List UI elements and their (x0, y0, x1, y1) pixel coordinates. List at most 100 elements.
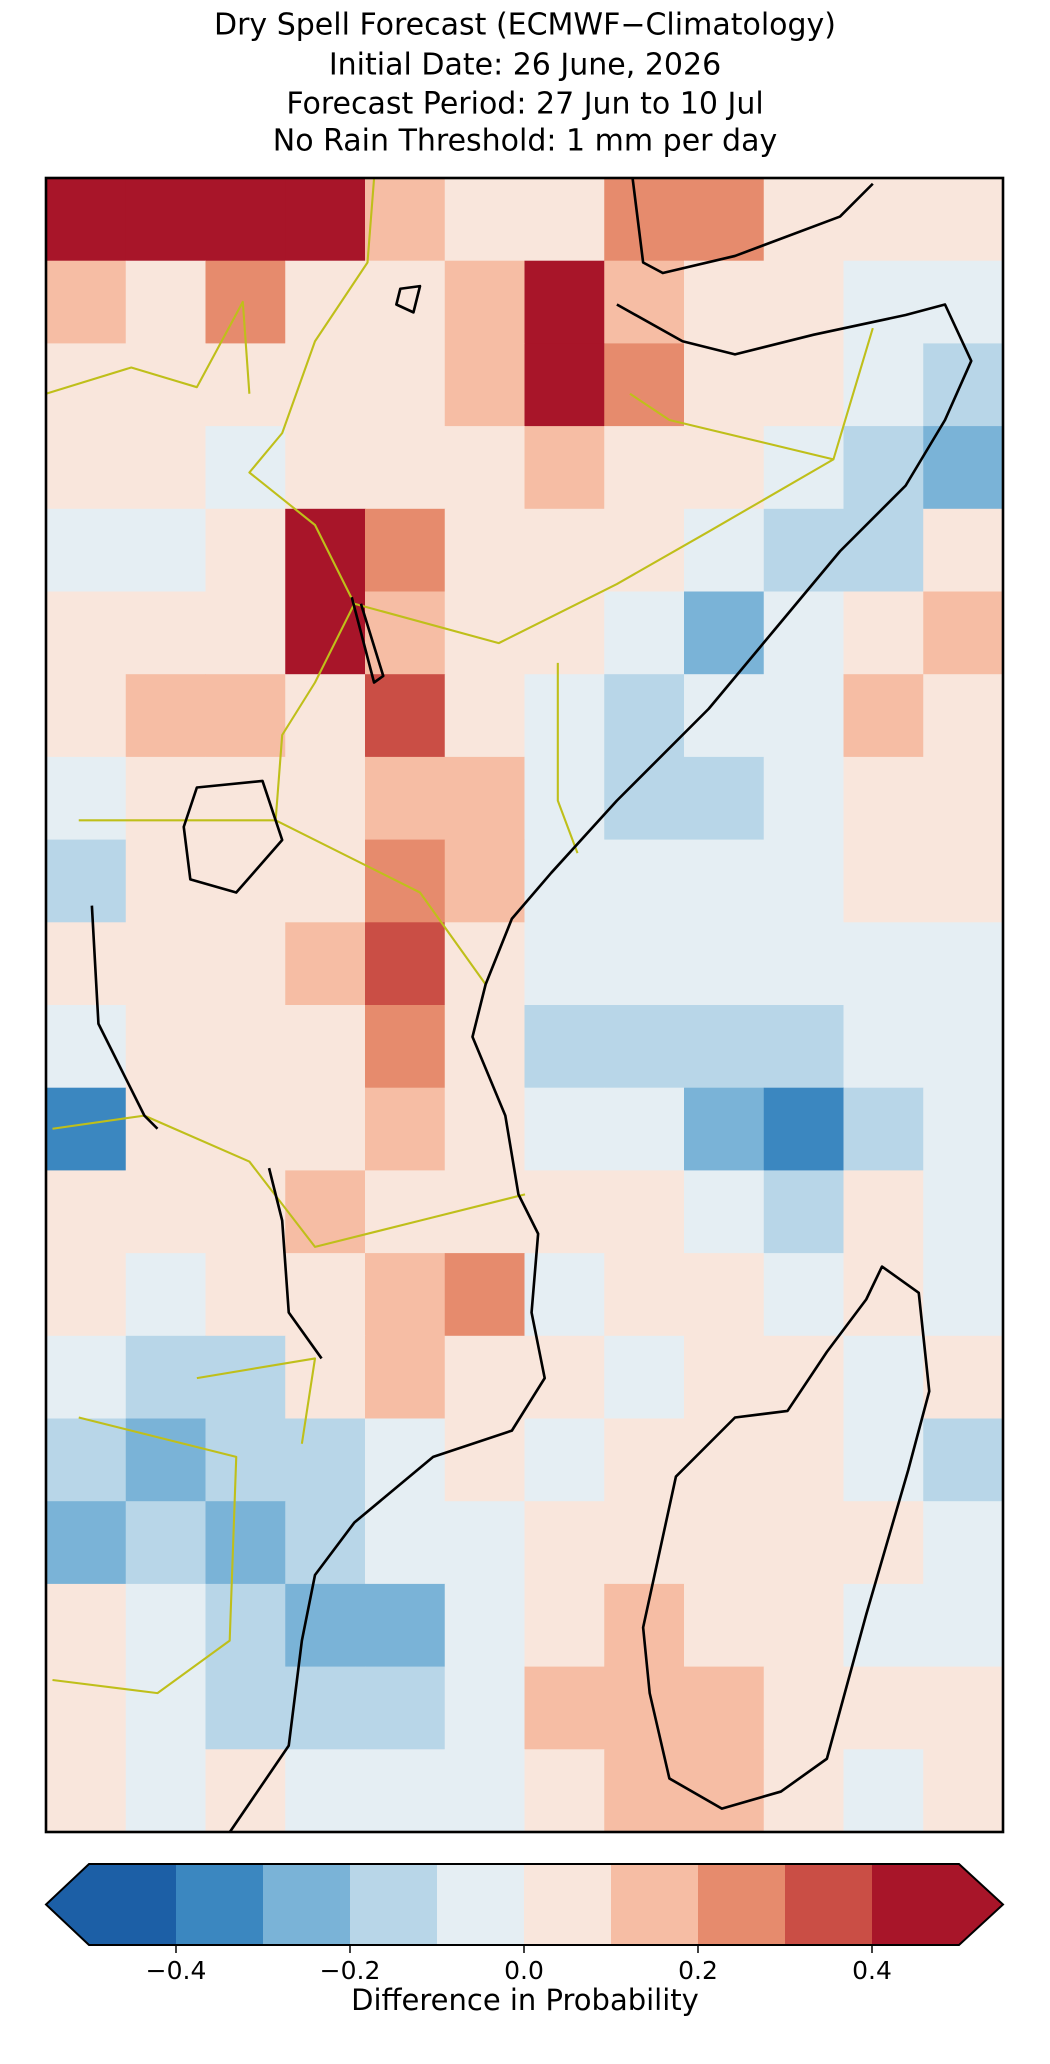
grid-cell (46, 343, 127, 427)
grid-cell (923, 839, 1004, 923)
grid-cell (205, 178, 286, 262)
grid-cell (365, 1749, 446, 1833)
grid-cell (524, 1418, 605, 1502)
grid-cell (684, 1666, 765, 1750)
colorbar-swatch (698, 1864, 786, 1945)
colorbar-tick-label: 0.0 (504, 1956, 544, 1985)
borders (45, 178, 874, 1695)
grid-cell (365, 343, 446, 427)
grid-cell (125, 1253, 206, 1337)
grid-cell (604, 674, 685, 758)
grid-cell (365, 1501, 446, 1585)
grid-cell (524, 178, 605, 262)
grid-cell (763, 591, 844, 675)
grid-cell (285, 1005, 366, 1089)
grid-cell (444, 178, 525, 262)
grid-cell (923, 1749, 1004, 1833)
grid-cell (285, 426, 366, 510)
title-line: Dry Spell Forecast (ECMWF−Climatology) (214, 8, 836, 43)
grid-cell (604, 1253, 685, 1337)
grid-cell (365, 260, 446, 344)
grid-cell (365, 591, 446, 675)
grid-cell (365, 1335, 446, 1419)
colorbar-swatch (524, 1864, 612, 1945)
grid-cell (763, 839, 844, 923)
title-line: Initial Date: 26 June, 2026 (329, 48, 721, 83)
title-line: No Rain Threshold: 1 mm per day (273, 124, 777, 159)
grid-cell (285, 1749, 366, 1833)
grid-cell (843, 674, 924, 758)
grid-cell (763, 1005, 844, 1089)
grid-cell (684, 260, 765, 344)
grid-cell (205, 1666, 286, 1750)
grid-cell (125, 1335, 206, 1419)
grid-cell (285, 1583, 366, 1668)
grid-cell (684, 1253, 765, 1337)
grid-cell (684, 674, 765, 758)
grid-cell (763, 1666, 844, 1750)
grid-cell (843, 508, 924, 592)
grid-cell (923, 1253, 1004, 1337)
grid-cell (365, 1666, 446, 1750)
grid-cell (524, 1087, 605, 1171)
grid-cell (604, 922, 685, 1006)
grid-cell (763, 922, 844, 1006)
grid-cell (125, 1170, 206, 1254)
title-line: Forecast Period: 27 Jun to 10 Jul (286, 87, 763, 122)
grid-cell (684, 1418, 765, 1502)
grid-cell (604, 1087, 685, 1171)
grid-cell (46, 756, 127, 841)
grid-cell (444, 426, 525, 510)
grid-cell (285, 839, 366, 923)
colorbar-swatch (785, 1864, 873, 1945)
grid-cell (923, 426, 1004, 510)
colorbar-extend-high (959, 1864, 1003, 1945)
grid-cell (125, 343, 206, 427)
grid-cell (923, 756, 1004, 841)
grid-cell (125, 1501, 206, 1585)
madagascar (641, 1265, 931, 1810)
grid-cell (684, 1087, 765, 1171)
grid-cell (923, 1583, 1004, 1668)
grid-cell (843, 1087, 924, 1171)
grid-cell (125, 260, 206, 344)
grid-cell (444, 1335, 525, 1419)
grid-cell (843, 1170, 924, 1254)
grid-cell (684, 178, 765, 262)
grid-cell (205, 426, 286, 510)
grid-cell (46, 1253, 127, 1337)
grid-cell (763, 1335, 844, 1419)
colorbar-swatch (611, 1864, 699, 1945)
grid-cell (684, 1749, 765, 1833)
grid-cell (46, 839, 127, 923)
grid-cell (444, 1418, 525, 1502)
grid-cell (365, 1087, 446, 1171)
grid-cell (46, 1418, 127, 1502)
grid-cell (524, 674, 605, 758)
grid-cell (444, 756, 525, 841)
grid-cell (285, 1253, 366, 1337)
grid-cell (205, 1253, 286, 1337)
grid-cell (604, 260, 685, 344)
grid-cell (524, 922, 605, 1006)
grid-cell (763, 1087, 844, 1171)
grid-cell (684, 508, 765, 592)
grid-cell (125, 674, 206, 758)
grid-cell (923, 1335, 1004, 1419)
grid-cell (923, 922, 1004, 1006)
grid-cell (524, 1253, 605, 1337)
grid-cell (923, 1087, 1004, 1171)
grid-cell (205, 1583, 286, 1668)
colorbar-tick-label: 0.4 (852, 1956, 892, 1985)
grid-cell (923, 343, 1004, 427)
grid-cell (444, 1005, 525, 1089)
grid-cell (923, 508, 1004, 592)
grid-cell (46, 1005, 127, 1089)
grid-cell (763, 1501, 844, 1585)
geography (45, 178, 973, 1833)
grid-cell (46, 1087, 127, 1171)
grid-cell (763, 1170, 844, 1254)
colorbar-swatch (176, 1864, 264, 1945)
colorbar-swatch (263, 1864, 351, 1945)
